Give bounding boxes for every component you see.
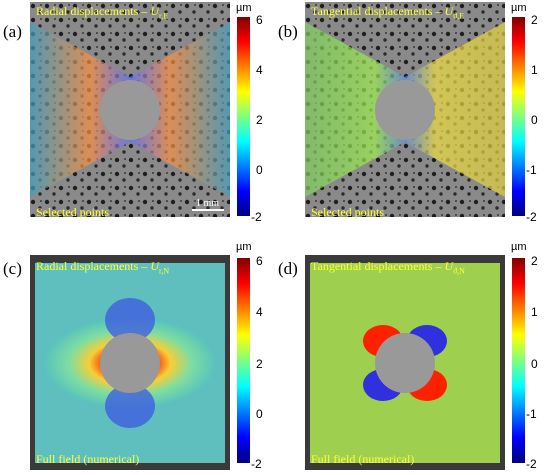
panel-b: (b) Tangential displacements – Uϑ,E Sele…: [275, 0, 550, 237]
panel-footer: Full field (numerical): [311, 452, 415, 466]
colorbar-tick: 2: [531, 254, 538, 268]
colorbar-tick: 6: [256, 13, 263, 27]
field-image: [30, 255, 230, 470]
colorbar-tick: 2: [531, 13, 538, 27]
hole: [375, 333, 435, 393]
colorbar-tick: -2: [526, 210, 537, 224]
colorbar-tick: -2: [251, 457, 262, 471]
panel-label: (c): [3, 259, 22, 278]
colorbar-unit: µm: [511, 241, 527, 253]
colorbar-tick: -1: [526, 163, 537, 177]
panel-title: Tangential displacements – Uϑ,N: [311, 259, 465, 276]
colorbar-tick: 2: [256, 357, 263, 371]
colorbar-tick: 1: [531, 63, 538, 77]
scale-bar: [192, 209, 224, 211]
panel-footer: Full field (numerical): [36, 452, 140, 466]
hole: [375, 80, 435, 140]
colorbar: [237, 258, 250, 463]
hole: [100, 80, 160, 140]
colorbar-unit: µm: [511, 2, 527, 14]
panel-title: Radial displacements – Ur,E: [36, 4, 169, 21]
colorbar: [237, 17, 250, 216]
panel-label: (d): [278, 259, 298, 278]
colorbar-tick: 6: [256, 254, 263, 268]
speckle-image: [305, 2, 505, 217]
speckle-image: [30, 2, 230, 217]
hole: [100, 333, 160, 393]
field-image: [305, 255, 505, 470]
colorbar-unit: µm: [236, 241, 252, 253]
panel-c: (c) Radial displacements – Ur,N Full fie…: [0, 237, 275, 475]
panel-title: Tangential displacements – Uϑ,E: [311, 4, 464, 21]
colorbar-tick: -2: [526, 457, 537, 471]
panel-label: (b): [278, 22, 298, 41]
panel-title: Radial displacements – Ur,N: [36, 259, 170, 276]
colorbar-unit: µm: [236, 2, 252, 14]
field-lobe-top: [105, 298, 155, 342]
panel-footer: Selected points: [36, 205, 109, 219]
colorbar-tick: 4: [256, 305, 263, 319]
colorbar-tick: 0: [531, 357, 538, 371]
colorbar-tick: 1: [531, 305, 538, 319]
colorbar-tick: 0: [256, 163, 263, 177]
colorbar-tick: 2: [256, 113, 263, 127]
colorbar-tick: 0: [531, 113, 538, 127]
panel-label: (a): [3, 22, 22, 41]
colorbar-tick: -2: [251, 210, 262, 224]
panel-footer: Selected points: [311, 205, 384, 219]
colorbar-tick: 4: [256, 63, 263, 77]
field-lobe-bottom: [105, 384, 155, 428]
colorbar-tick: 0: [256, 407, 263, 421]
colorbar: [512, 17, 525, 216]
scale-bar-label: 1 mm: [196, 198, 220, 209]
panel-d: (d) Tangential displacements – Uϑ,N Full…: [275, 237, 550, 475]
colorbar-tick: -1: [526, 407, 537, 421]
colorbar: [512, 258, 525, 463]
panel-a: (a) Radial displacements – Ur,E 1 mm Sel…: [0, 0, 275, 237]
